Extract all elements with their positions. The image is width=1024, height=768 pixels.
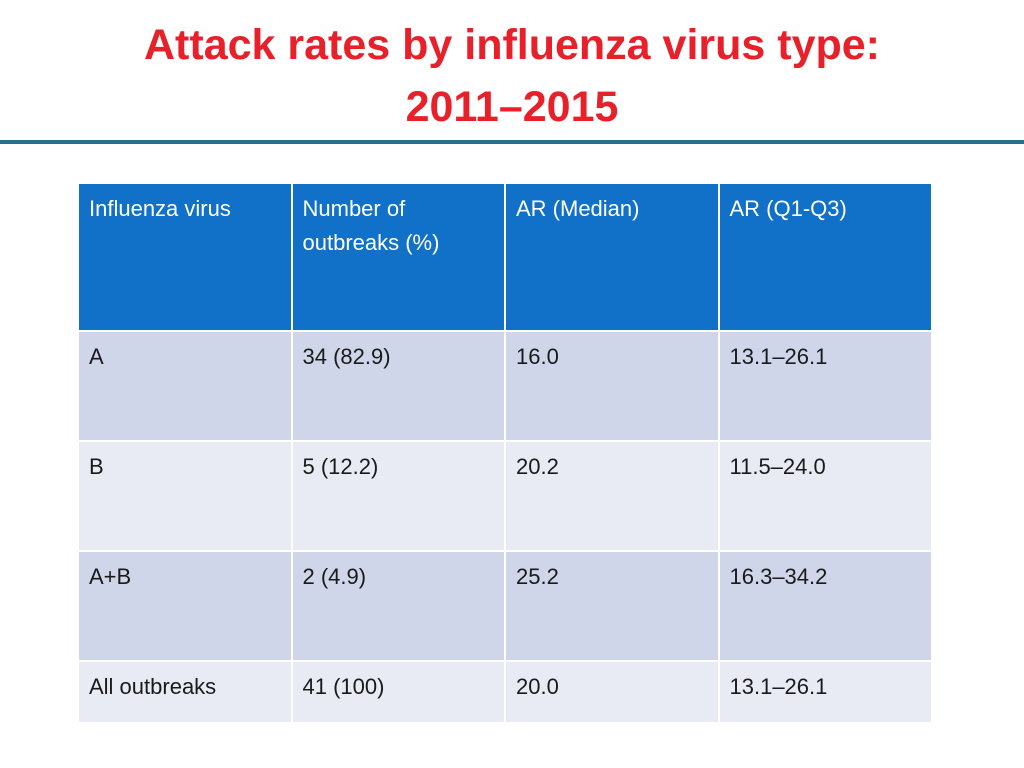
cell-ar-q1-q3: 13.1–26.1 [717, 660, 933, 724]
cell-virus: All outbreaks [77, 660, 293, 724]
slide-title: Attack rates by influenza virus type: 20… [0, 14, 1024, 138]
cell-outbreaks: 5 (12.2) [290, 440, 506, 552]
header-ar-median: AR (Median) [504, 182, 720, 332]
table-header-row: Influenza virus Number of outbreaks (%) … [77, 182, 933, 332]
cell-ar-median: 20.0 [504, 660, 720, 724]
cell-ar-median: 16.0 [504, 330, 720, 442]
cell-outbreaks: 2 (4.9) [290, 550, 506, 662]
table-row-all-outbreaks: All outbreaks 41 (100) 20.0 13.1–26.1 [77, 660, 933, 724]
cell-ar-q1-q3: 16.3–34.2 [717, 550, 933, 662]
header-influenza-virus: Influenza virus [77, 182, 293, 332]
header-ar-q1-q3: AR (Q1-Q3) [717, 182, 933, 332]
cell-outbreaks: 41 (100) [290, 660, 506, 724]
cell-ar-median: 20.2 [504, 440, 720, 552]
cell-virus: B [77, 440, 293, 552]
table-row-a-plus-b: A+B 2 (4.9) 25.2 16.3–34.2 [77, 550, 933, 662]
cell-ar-q1-q3: 11.5–24.0 [717, 440, 933, 552]
cell-outbreaks: 34 (82.9) [290, 330, 506, 442]
slide-title-line-1: Attack rates by influenza virus type: [144, 21, 880, 69]
cell-ar-median: 25.2 [504, 550, 720, 662]
title-divider [0, 140, 1024, 144]
attack-rates-table: Influenza virus Number of outbreaks (%) … [77, 182, 933, 724]
header-number-of-outbreaks: Number of outbreaks (%) [290, 182, 506, 332]
slide-title-line-2: 2011–2015 [405, 83, 619, 131]
cell-virus: A [77, 330, 293, 442]
table-row-b: B 5 (12.2) 20.2 11.5–24.0 [77, 440, 933, 552]
cell-virus: A+B [77, 550, 293, 662]
cell-ar-q1-q3: 13.1–26.1 [717, 330, 933, 442]
table-row-a: A 34 (82.9) 16.0 13.1–26.1 [77, 330, 933, 442]
